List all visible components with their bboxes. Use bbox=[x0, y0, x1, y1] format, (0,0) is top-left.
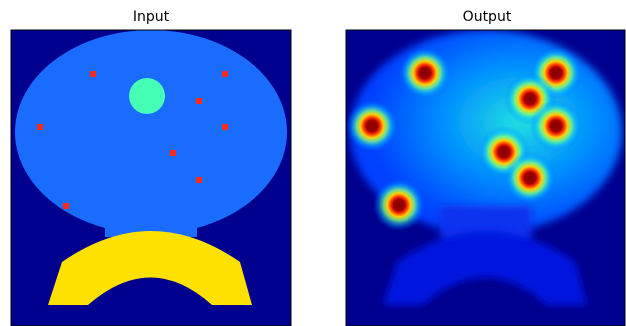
output-image bbox=[346, 30, 625, 326]
panel-title: Output bbox=[463, 9, 512, 25]
input-image bbox=[11, 30, 291, 326]
figure: Input Output bbox=[0, 0, 626, 326]
panel-title: Input bbox=[133, 9, 170, 25]
